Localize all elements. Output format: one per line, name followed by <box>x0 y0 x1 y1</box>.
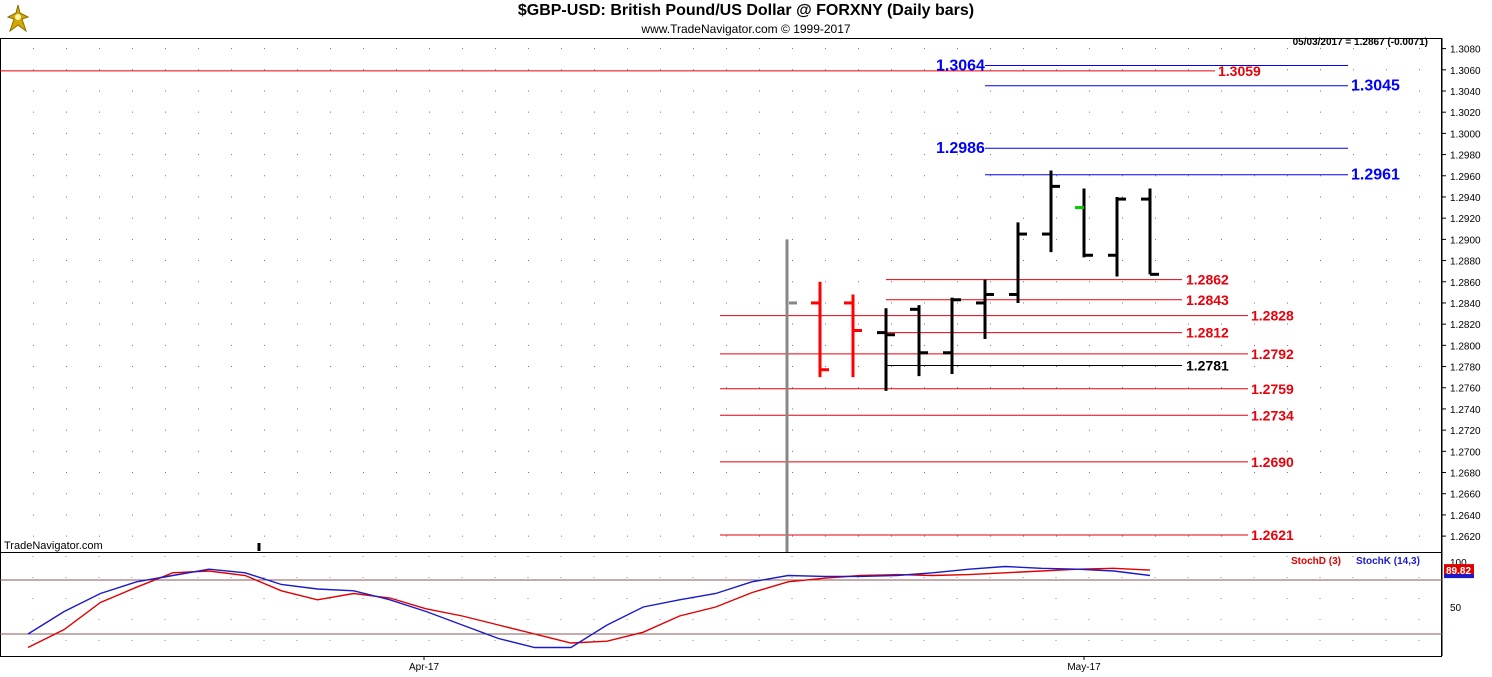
price-y-tick-label: 1.2920 <box>1450 214 1481 225</box>
chart-header: $GBP-USD: British Pound/US Dollar @ FORX… <box>0 0 1492 38</box>
price-y-tick-label: 1.2840 <box>1450 299 1481 310</box>
price-y-tick-label: 1.2660 <box>1450 490 1481 501</box>
price-y-tick-label: 1.2880 <box>1450 257 1481 268</box>
price-y-tick-label: 1.2800 <box>1450 341 1481 352</box>
stoch-last-value-badge <box>1444 564 1474 578</box>
price-y-tick-label: 1.2860 <box>1450 278 1481 289</box>
level-label-1.2690: 1.2690 <box>1251 454 1294 470</box>
level-label-1.2621: 1.2621 <box>1251 527 1294 543</box>
chart-subtitle: www.TradeNavigator.com © 1999-2017 <box>641 22 851 36</box>
price-y-tick-label: 1.2900 <box>1450 235 1481 246</box>
level-label-1.2734: 1.2734 <box>1251 407 1294 423</box>
stoch-y-tick-label: 50 <box>1450 603 1462 614</box>
stoch-series-k <box>27 565 1151 649</box>
level-label-1.2828: 1.2828 <box>1251 308 1294 324</box>
watermark: TradeNavigator.com <box>4 540 103 552</box>
chart-title: $GBP-USD: British Pound/US Dollar @ FORX… <box>517 2 975 19</box>
stoch-last-value-badge-k <box>1444 574 1474 579</box>
price-y-tick-label: 1.2700 <box>1450 447 1481 458</box>
level-label-1.2961: 1.2961 <box>1351 167 1400 184</box>
level-label-1.3045: 1.3045 <box>1351 78 1400 95</box>
price-y-tick-label: 1.3000 <box>1450 129 1481 140</box>
price-readout: 05/03/2017 = 1.2867 (-0.0071) <box>1292 37 1428 48</box>
level-label-1.3059: 1.3059 <box>1218 63 1261 79</box>
price-y-tick-label: 1.2940 <box>1450 193 1481 204</box>
stoch-y-tick-label: 100 <box>1450 558 1467 569</box>
level-label-1.2812: 1.2812 <box>1186 325 1229 341</box>
price-y-tick-label: 1.3040 <box>1450 87 1481 98</box>
price-y-tick-label: 1.2720 <box>1450 426 1481 437</box>
stoch-series-d <box>27 567 1151 649</box>
legend-stochk: StochK (14,3) <box>1356 556 1420 567</box>
level-label-1.2792: 1.2792 <box>1251 346 1294 362</box>
price-y-tick-label: 1.3020 <box>1450 108 1481 119</box>
legend-stochd: StochD (3) <box>1291 556 1341 567</box>
level-label-1.2986: 1.2986 <box>936 140 985 157</box>
price-y-tick-label: 1.2980 <box>1450 151 1481 162</box>
price-y-tick-label: 1.2740 <box>1450 405 1481 416</box>
price-y-tick-label: 1.2640 <box>1450 511 1481 522</box>
level-label-1.2862: 1.2862 <box>1186 272 1229 288</box>
level-label-1.2759: 1.2759 <box>1251 381 1294 397</box>
price-y-tick-label: 1.2620 <box>1450 532 1481 543</box>
price-y-tick-label: 1.2960 <box>1450 172 1481 183</box>
trade-navigator-logo-icon <box>6 4 30 33</box>
price-y-tick-label: 1.3060 <box>1450 66 1481 77</box>
level-label-1.2843: 1.2843 <box>1186 292 1229 308</box>
x-tick-label-May-17: May-17 <box>1067 662 1101 673</box>
x-tick-label-Apr-17: Apr-17 <box>409 662 439 673</box>
price-y-tick-label: 1.2680 <box>1450 469 1481 480</box>
price-y-tick-label: 1.2780 <box>1450 363 1481 374</box>
level-label-1.2781: 1.2781 <box>1186 357 1229 373</box>
price-y-tick-label: 1.2760 <box>1450 384 1481 395</box>
price-y-tick-label: 1.3080 <box>1450 45 1481 56</box>
level-label-1.3064: 1.3064 <box>936 58 985 75</box>
price-y-tick-label: 1.2820 <box>1450 320 1481 331</box>
stoch-last-value-label: 89.82 <box>1446 566 1471 577</box>
